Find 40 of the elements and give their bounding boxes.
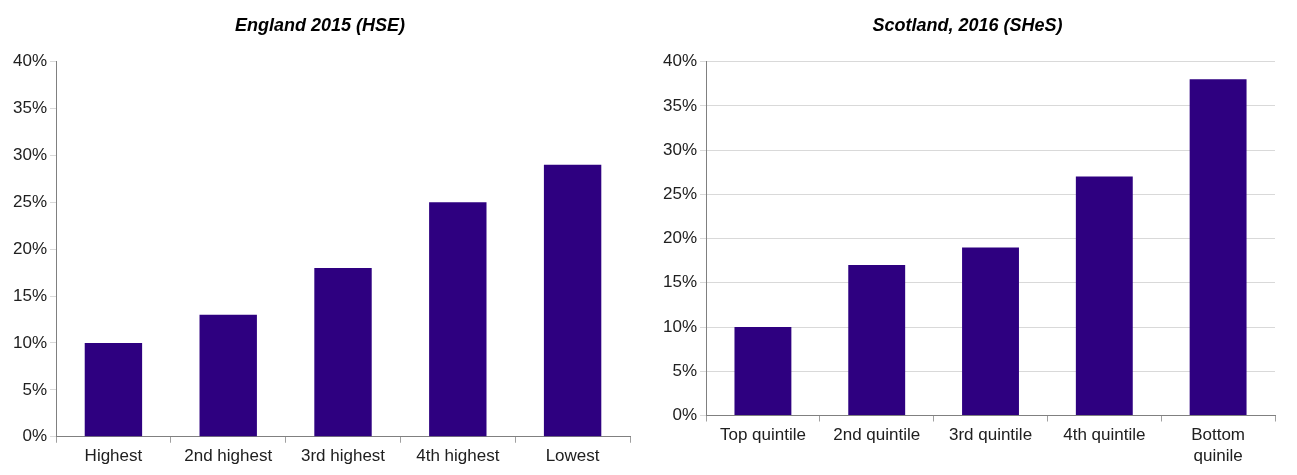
- bar: [199, 314, 257, 437]
- x-tick-label: Top quintile: [719, 424, 806, 444]
- bar: [734, 327, 792, 415]
- y-tick-label: 20%: [12, 238, 48, 258]
- y-tick-label: 30%: [12, 145, 48, 165]
- y-tick-label: 20%: [662, 228, 698, 248]
- bar: [962, 247, 1019, 415]
- x-tick-label: 3rd quintile: [948, 424, 1033, 444]
- chart-title: Scotland, 2016 (SHeS): [872, 14, 1063, 35]
- y-tick-label: 40%: [662, 51, 698, 71]
- x-tick-label: 4th highest: [416, 446, 500, 466]
- bar: [848, 265, 906, 415]
- x-tick-label: 2nd highest: [184, 446, 273, 466]
- y-tick-label: 35%: [12, 98, 48, 118]
- x-tick-label: 3rd highest: [300, 446, 386, 466]
- bar: [314, 267, 372, 437]
- y-tick-label: 0%: [672, 405, 698, 425]
- y-tick-label: 35%: [662, 95, 698, 115]
- y-tick-label: 10%: [662, 316, 698, 336]
- chart-title: England 2015 (HSE): [234, 14, 406, 35]
- bar: [1189, 79, 1247, 415]
- y-tick-label: 25%: [662, 184, 698, 203]
- bar: [429, 202, 487, 437]
- y-tick-label: 25%: [12, 191, 48, 211]
- y-tick-label: 10%: [12, 332, 48, 352]
- x-tick-label: Bottom quinile: [1191, 424, 1246, 466]
- y-tick-label: 15%: [12, 285, 48, 305]
- bar: [543, 164, 602, 437]
- y-tick-label: 30%: [662, 139, 698, 159]
- x-tick-label: 2nd quintile: [833, 424, 921, 444]
- bar: [1075, 176, 1133, 415]
- x-tick-label: Highest: [84, 446, 143, 466]
- y-tick-label: 0%: [22, 426, 48, 446]
- y-tick-label: 5%: [672, 360, 698, 380]
- y-tick-label: 15%: [662, 272, 698, 292]
- y-tick-label: 40%: [12, 51, 48, 71]
- x-tick-label: Lowest: [545, 446, 600, 466]
- x-tick-label: 4th quintile: [1063, 424, 1146, 444]
- bar: [84, 342, 143, 437]
- y-tick-label: 5%: [22, 379, 48, 399]
